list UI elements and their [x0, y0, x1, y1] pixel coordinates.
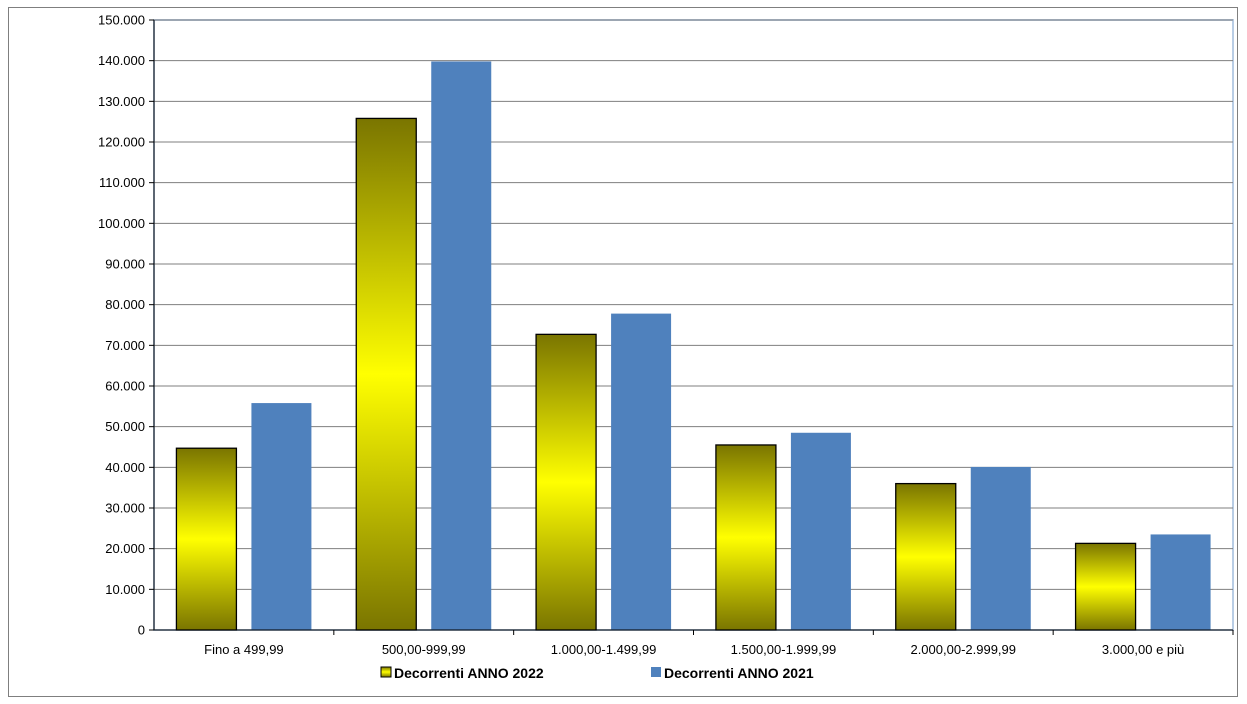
y-tick-label: 10.000 — [105, 582, 145, 597]
bar-2021 — [970, 466, 1031, 630]
legend-swatch — [380, 666, 392, 678]
y-tick-label: 120.000 — [98, 135, 145, 150]
y-tick-label: 140.000 — [98, 53, 145, 68]
legend-label: Decorrenti ANNO 2021 — [664, 665, 814, 681]
y-tick-label: 50.000 — [105, 419, 145, 434]
x-tick-label: 2.000,00-2.999,99 — [910, 642, 1016, 657]
bar-2021 — [611, 313, 672, 630]
legend-swatch — [651, 667, 661, 677]
x-tick-label: 1.000,00-1.499,99 — [551, 642, 657, 657]
bar-chart: 0 10.000 20.000 30.000 40.000 50.000 60.000 70.… — [98, 13, 1234, 681]
legend-item-2022: Decorrenti ANNO 2022 — [380, 665, 544, 681]
plot-area-border — [153, 19, 1234, 631]
y-tick-label: 40.000 — [105, 460, 145, 475]
bar-2022 — [175, 447, 238, 631]
x-tick-label: Fino a 499,99 — [204, 642, 284, 657]
bar-2021 — [431, 61, 492, 631]
bar-2022 — [355, 117, 417, 631]
legend-item-2021: Decorrenti ANNO 2021 — [651, 665, 814, 681]
y-tick-label: 90.000 — [105, 257, 145, 272]
bar-2022 — [715, 444, 777, 631]
y-tick-label: 130.000 — [98, 94, 145, 109]
y-tick-label: 30.000 — [105, 501, 145, 516]
x-tick-label: 1.500,00-1.999,99 — [731, 642, 837, 657]
x-tick-label: 3.000,00 e più — [1102, 642, 1184, 657]
y-tick-label: 110.000 — [99, 175, 145, 190]
y-tick-label: 70.000 — [105, 338, 145, 353]
y-tick-label: 150.000 — [98, 13, 145, 28]
x-tick-label: 500,00-999,99 — [382, 642, 466, 657]
y-tick-label: 60.000 — [105, 379, 145, 394]
bar-2022 — [895, 482, 957, 631]
bar-2021 — [1150, 534, 1211, 630]
y-tick-label: 100.000 — [98, 216, 145, 231]
bar-2022 — [1074, 542, 1137, 631]
y-tick-label: 80.000 — [105, 297, 145, 312]
y-tick-label: 20.000 — [105, 541, 145, 556]
chart-frame: 0 10.000 20.000 30.000 40.000 50.000 60.000 70.… — [8, 7, 1238, 697]
bar-2022 — [535, 333, 597, 631]
y-tick-label: 0 — [138, 623, 145, 638]
legend-label: Decorrenti ANNO 2022 — [394, 665, 544, 681]
bar-2021 — [251, 403, 312, 630]
bar-2021 — [790, 432, 851, 630]
